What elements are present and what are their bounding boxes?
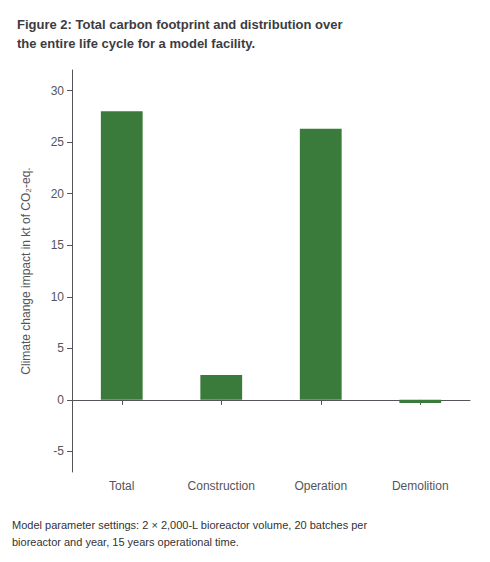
svg-text:Operation: Operation bbox=[294, 479, 347, 493]
svg-text:25: 25 bbox=[51, 135, 65, 149]
svg-text:-5: -5 bbox=[53, 444, 64, 458]
svg-text:Total: Total bbox=[109, 479, 134, 493]
svg-text:the entire life cycle for a mo: the entire life cycle for a model facili… bbox=[17, 36, 255, 51]
svg-text:15: 15 bbox=[51, 238, 65, 252]
svg-text:bioreactor and year, 15 years: bioreactor and year, 15 years operationa… bbox=[12, 536, 239, 548]
svg-text:Construction: Construction bbox=[188, 479, 255, 493]
svg-text:10: 10 bbox=[51, 290, 65, 304]
svg-text:Figure 2: Total carbon footpri: Figure 2: Total carbon footprint and dis… bbox=[17, 17, 342, 32]
svg-text:30: 30 bbox=[51, 84, 65, 98]
svg-text:20: 20 bbox=[51, 187, 65, 201]
svg-text:0: 0 bbox=[57, 393, 64, 407]
svg-text:5: 5 bbox=[57, 341, 64, 355]
svg-text:Demolition: Demolition bbox=[392, 479, 449, 493]
svg-text:Model parameter settings: 2 ×: Model parameter settings: 2 × 2,000-L bi… bbox=[12, 519, 367, 531]
svg-text:Climate change impact in kt of: Climate change impact in kt of CO₂-eq. bbox=[19, 167, 33, 374]
